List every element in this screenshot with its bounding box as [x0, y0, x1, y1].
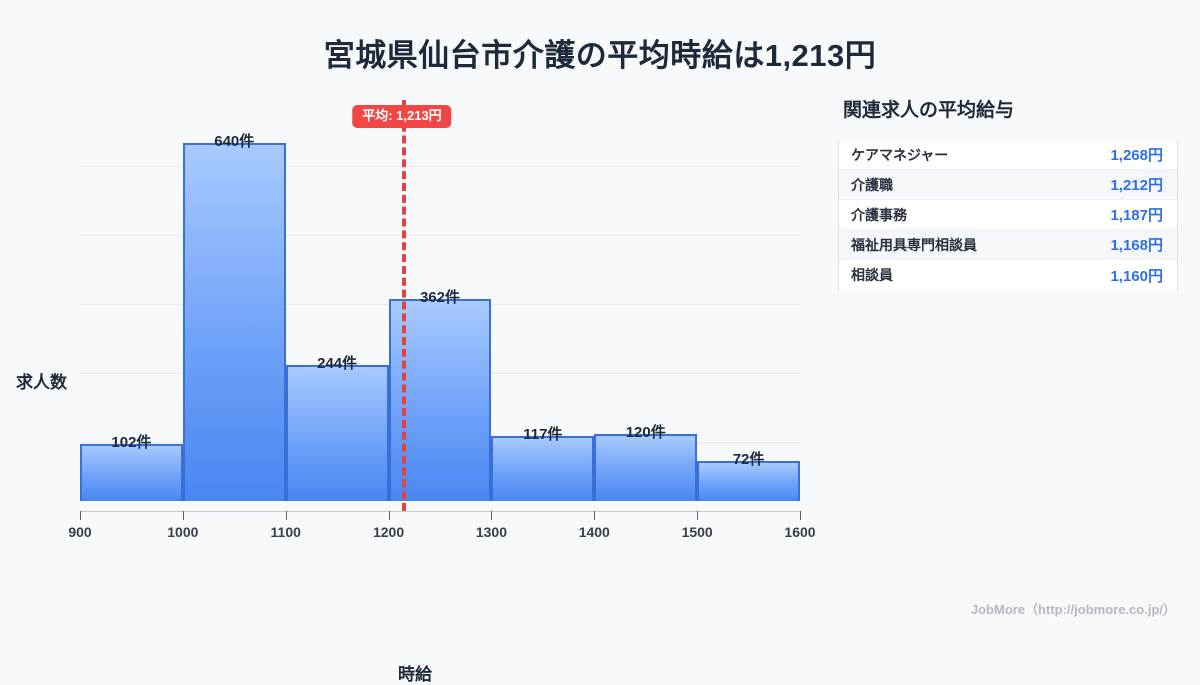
table-row[interactable]: 福祉用具専門相談員 1,168円 — [839, 230, 1177, 260]
x-axis-baseline — [80, 511, 800, 512]
job-title-cell: ケアマネジャー — [851, 146, 949, 163]
bar[interactable] — [80, 443, 183, 501]
x-axis-tick-label: 900 — [68, 524, 92, 540]
x-axis-tick — [800, 511, 801, 520]
job-title-cell: 福祉用具専門相談員 — [851, 236, 977, 253]
x-axis-tick-label: 1000 — [167, 524, 199, 540]
bar-value-label: 102件 — [111, 433, 152, 451]
average-marker-badge: 平均: 1,213円 — [352, 105, 452, 129]
footer-watermark: JobMore（http://jobmore.co.jp/） — [970, 602, 1176, 617]
average-marker-line — [401, 100, 406, 511]
bar[interactable] — [285, 364, 389, 501]
bar[interactable] — [182, 143, 286, 501]
page-title: 宮城県仙台市介護の平均時給は1,213円 — [323, 38, 877, 73]
x-axis-tick-label: 1100 — [270, 524, 301, 540]
related-salary-table: ケアマネジャー 1,268円介護職 1,212円介護事務 1,187円福祉用具専門相談… — [838, 140, 1178, 290]
x-axis-tick — [697, 511, 699, 520]
x-axis-tick — [182, 511, 184, 520]
x-axis-tick-label: 1500 — [681, 524, 713, 540]
bar[interactable] — [697, 460, 800, 501]
x-axis-title: 時給 — [398, 665, 432, 684]
x-axis-tick — [594, 511, 596, 520]
average-wage-cell: 1,212円 — [1110, 177, 1163, 194]
job-title-cell: 介護事務 — [851, 206, 907, 223]
histogram-chart: 求人数 102件 640件 244件 362件 117件 120件 72件 平均: 1,213… — [0, 90, 830, 684]
x-axis-tick-label: 1600 — [784, 524, 816, 540]
bar[interactable] — [491, 435, 595, 501]
bar-value-label: 362件 — [419, 288, 460, 306]
table-row[interactable]: 介護職 1,212円 — [839, 170, 1177, 200]
table-row[interactable]: ケアマネジャー 1,268円 — [839, 140, 1177, 170]
average-wage-cell: 1,160円 — [1110, 267, 1163, 285]
bar-value-label: 640件 — [214, 133, 255, 151]
x-axis-tick — [80, 511, 81, 520]
bar-value-label: 72件 — [732, 450, 765, 468]
average-wage-cell: 1,168円 — [1110, 237, 1163, 254]
job-title-cell: 相談員 — [851, 267, 893, 283]
bar-value-label: 244件 — [317, 354, 358, 372]
x-axis-tick-label: 1200 — [372, 524, 405, 540]
y-axis-title: 求人数 — [16, 373, 67, 392]
x-axis-tick — [285, 511, 287, 520]
bar[interactable] — [594, 433, 698, 501]
table-row[interactable]: 介護事務 1,187円 — [839, 200, 1177, 230]
chart-page: 宮城県仙台市介護の平均時給は1,213円 求人数 102件 640件 244件 362… — [0, 38, 1178, 684]
bar-value-label: 117件 — [523, 425, 563, 443]
gridline — [80, 166, 800, 167]
job-title-cell: 介護職 — [851, 176, 893, 193]
plot-area: 102件 640件 244件 362件 117件 120件 72件 平均: 1,213円 900… — [68, 100, 816, 540]
x-axis-tick — [491, 511, 493, 520]
x-axis-tick-label: 1300 — [475, 524, 507, 540]
average-wage-cell: 1,268円 — [1110, 147, 1163, 164]
bar-value-label: 120件 — [625, 423, 666, 441]
table-row[interactable]: 相談員 1,160円 — [839, 260, 1177, 290]
x-axis-tick-label: 1400 — [578, 524, 610, 540]
average-wage-cell: 1,187円 — [1110, 207, 1163, 224]
gridline — [80, 235, 800, 236]
related-salary-panel: 関連求人の平均給与 ケアマネジャー 1,268円介護職 1,212円介護事務 1,18… — [838, 95, 1178, 290]
x-axis-tick — [388, 511, 390, 520]
related-salary-title: 関連求人の平均給与 — [843, 100, 1015, 121]
